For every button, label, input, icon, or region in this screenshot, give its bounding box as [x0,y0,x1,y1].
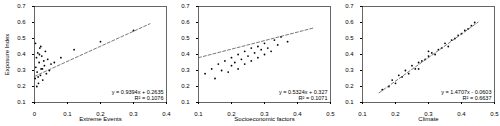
svg-text:0.1: 0.1 [181,99,190,105]
svg-text:y = 0.9394x + 0.2635R² = 0.107: y = 0.9394x + 0.2635R² = 0.1076 [112,89,164,101]
svg-text:Socioeconomic factors: Socioeconomic factors [234,116,294,122]
svg-text:0.5: 0.5 [17,35,26,41]
svg-text:0.7: 0.7 [181,3,190,9]
svg-text:0.1: 0.1 [194,111,203,117]
svg-text:0.3: 0.3 [129,111,138,117]
svg-text:0.3: 0.3 [424,110,433,117]
svg-text:0.6: 0.6 [345,19,354,25]
svg-text:Exposure Index: Exposure Index [4,34,10,76]
svg-text:Climate: Climate [418,116,439,122]
svg-text:y = 1.4707x - 0.0603R² = 0.663: y = 1.4707x - 0.0603R² = 0.6637 [441,89,491,101]
svg-text:0.4: 0.4 [17,51,26,57]
svg-text:0.4: 0.4 [181,51,190,57]
svg-text:0.2: 0.2 [227,110,236,117]
svg-text:0.4: 0.4 [162,111,171,117]
svg-text:0.4: 0.4 [457,111,466,117]
svg-text:0.2: 0.2 [181,83,190,89]
svg-text:0.2: 0.2 [96,110,105,117]
svg-text:0.1: 0.1 [17,99,26,105]
svg-text:0.3: 0.3 [345,67,354,73]
svg-text:0.5: 0.5 [326,111,335,117]
svg-text:0.7: 0.7 [17,3,26,9]
svg-text:0.2: 0.2 [345,83,354,89]
svg-text:0.5: 0.5 [181,35,190,41]
svg-text:0.4: 0.4 [293,110,302,117]
svg-text:0.3: 0.3 [181,67,190,73]
svg-text:0.5: 0.5 [345,35,354,41]
svg-text:0.7: 0.7 [345,3,354,9]
svg-text:0.2: 0.2 [17,83,26,89]
svg-text:0: 0 [33,111,37,117]
svg-text:0.1: 0.1 [63,111,72,117]
svg-text:Extreme Events: Extreme Events [79,116,121,122]
svg-text:0.5: 0.5 [490,111,499,117]
svg-text:0.4: 0.4 [345,51,354,57]
svg-text:0.6: 0.6 [181,19,190,25]
svg-text:0.1: 0.1 [358,111,367,117]
svg-text:0.6: 0.6 [17,19,26,25]
svg-text:0.1: 0.1 [345,99,354,105]
svg-text:0.3: 0.3 [17,67,26,73]
svg-text:y = 0.5324x + 0.327R² = 0.1071: y = 0.5324x + 0.327R² = 0.1071 [279,89,328,101]
svg-text:0.3: 0.3 [260,110,269,117]
svg-text:0.2: 0.2 [391,111,400,117]
